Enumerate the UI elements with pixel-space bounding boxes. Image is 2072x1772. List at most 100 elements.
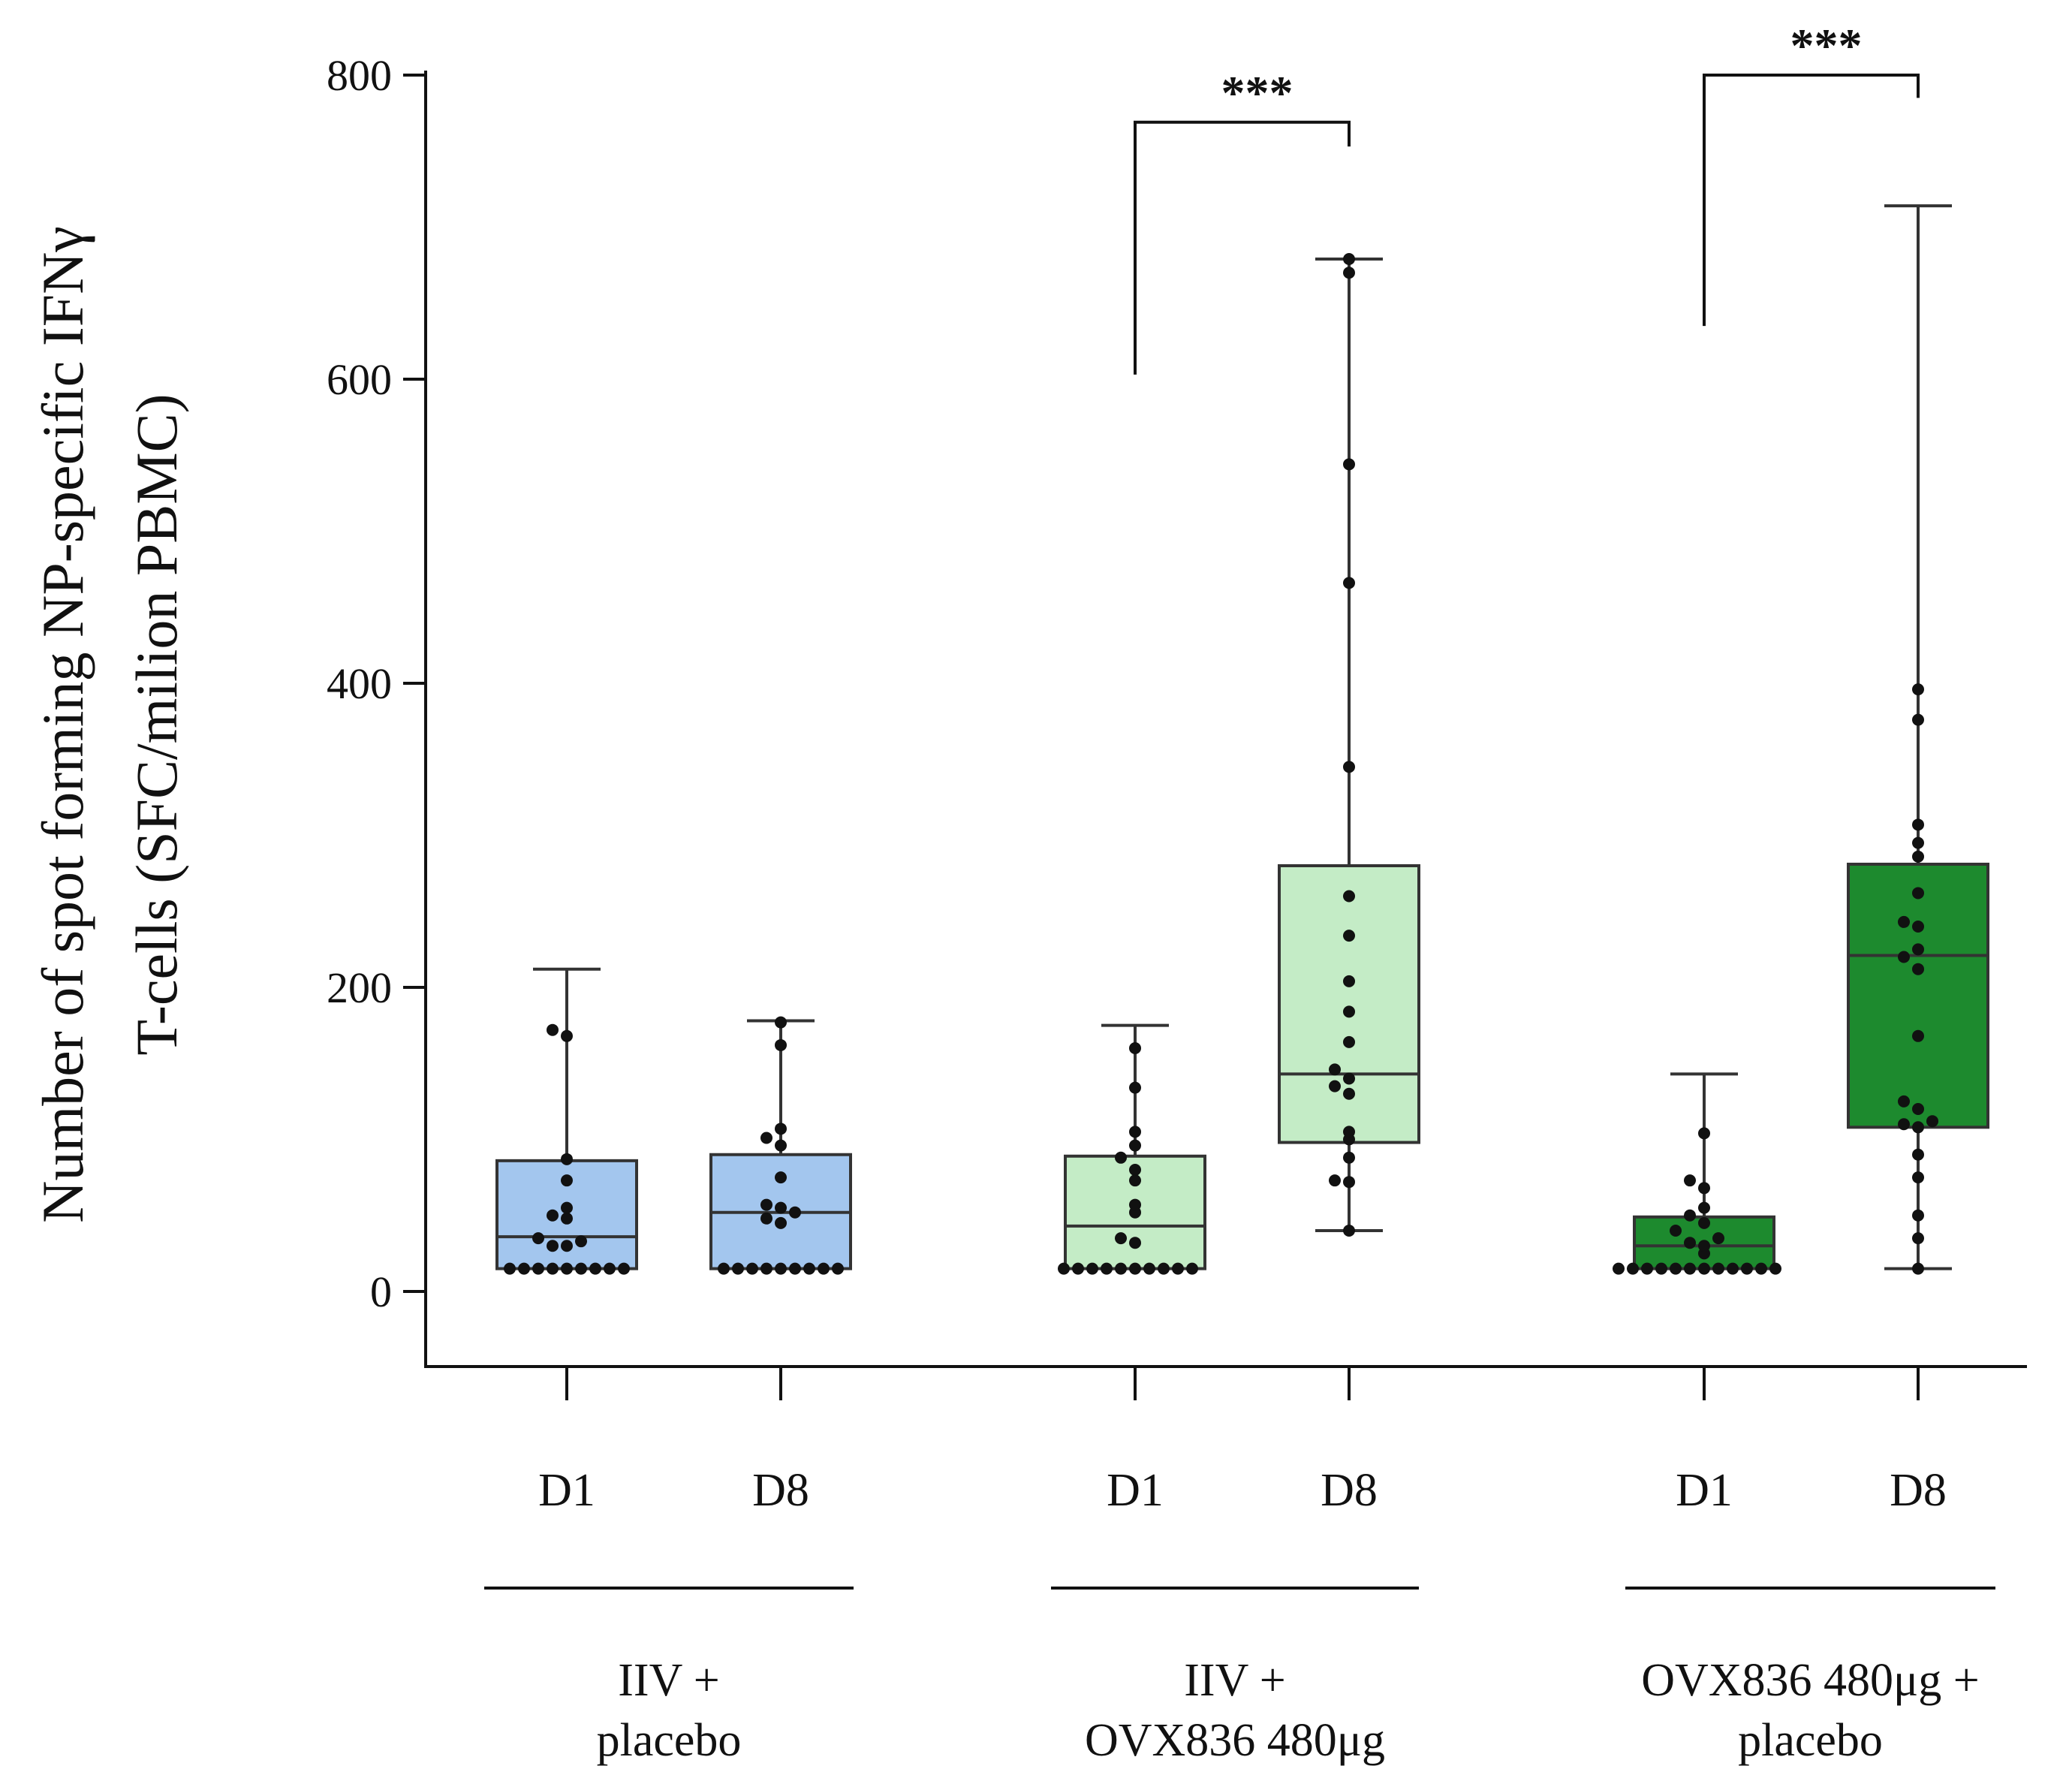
data-point	[818, 1262, 830, 1275]
data-point	[1329, 1063, 1341, 1076]
data-point	[1086, 1262, 1098, 1275]
data-point	[1343, 890, 1355, 903]
x-category-label: D8	[1890, 1465, 1947, 1516]
data-point	[1641, 1262, 1653, 1275]
data-point	[832, 1262, 844, 1275]
data-point	[1343, 930, 1355, 942]
data-point	[1912, 943, 1924, 956]
data-point	[1129, 1126, 1141, 1138]
x-category-label: D8	[1321, 1465, 1378, 1516]
x-category-label: D1	[1107, 1465, 1164, 1516]
y-tick-label: 0	[370, 1267, 392, 1316]
data-point	[1912, 963, 1924, 975]
data-point	[1912, 1103, 1924, 1115]
data-point	[1129, 1174, 1141, 1187]
data-point	[1655, 1262, 1667, 1275]
data-point	[532, 1232, 544, 1245]
data-point	[518, 1262, 530, 1275]
data-point	[1186, 1262, 1198, 1275]
data-point	[1115, 1262, 1127, 1275]
data-point	[718, 1262, 730, 1275]
data-point	[1898, 915, 1910, 928]
data-point	[775, 1171, 787, 1184]
data-point	[1684, 1262, 1696, 1275]
significance-stars: ***	[1790, 19, 1863, 72]
data-point	[1343, 1035, 1355, 1048]
x-category-label: D1	[538, 1465, 595, 1516]
y-tick-label: 800	[327, 51, 392, 100]
data-point	[1912, 1209, 1924, 1222]
y-tick-label: 600	[327, 355, 392, 404]
data-point	[561, 1240, 573, 1252]
data-point	[1613, 1262, 1625, 1275]
group-label-line2: OVX836 480μg	[1085, 1715, 1385, 1766]
data-point	[1343, 458, 1355, 471]
significance-marks: *** ***	[1134, 19, 1920, 375]
data-point	[732, 1262, 744, 1275]
data-point	[561, 1262, 573, 1275]
data-point	[1172, 1262, 1184, 1275]
data-point	[1129, 1081, 1141, 1094]
data-point	[1698, 1216, 1710, 1229]
data-point	[1684, 1174, 1696, 1187]
data-point	[1627, 1262, 1639, 1275]
y-axis-title-line1: Number of spot forming NP-specific IFNγ	[30, 226, 95, 1223]
data-point	[775, 1123, 787, 1135]
data-point	[775, 1016, 787, 1029]
data-point	[760, 1212, 772, 1225]
data-point	[1129, 1237, 1141, 1249]
data-point	[1769, 1262, 1781, 1275]
data-point	[1115, 1151, 1127, 1164]
y-axis-title-line2: T-cells (SFC/milion PBMC)	[124, 393, 189, 1055]
data-point	[1670, 1262, 1682, 1275]
group-label-line1: OVX836 480μg +	[1641, 1655, 1980, 1706]
significance-bracket	[1703, 74, 1920, 327]
data-point	[803, 1262, 815, 1275]
x-axis-labels: D1 D8 IIV + placebo D1 D8 IIV + OVX836 480μg D1 D…	[484, 1367, 1995, 1766]
data-point	[532, 1262, 544, 1275]
data-point	[1912, 818, 1924, 831]
data-point	[1912, 1121, 1924, 1134]
data-point	[1698, 1262, 1710, 1275]
data-point	[1343, 1072, 1355, 1085]
data-point	[775, 1139, 787, 1152]
data-point	[561, 1212, 573, 1225]
data-point	[775, 1262, 787, 1275]
x-category-label: D8	[752, 1465, 809, 1516]
data-point	[1129, 1198, 1141, 1211]
data-point	[547, 1262, 559, 1275]
data-point	[1329, 1080, 1341, 1092]
group-label-line1: IIV +	[1184, 1655, 1285, 1706]
data-point	[1343, 1126, 1355, 1138]
data-point	[1912, 1262, 1924, 1275]
box-group3-d8	[1847, 862, 1989, 1129]
data-point	[1343, 577, 1355, 589]
data-point	[561, 1029, 573, 1042]
data-point	[1058, 1262, 1070, 1275]
data-point	[760, 1132, 772, 1144]
group-label-line2: placebo	[1738, 1715, 1883, 1766]
axes	[424, 71, 2027, 1368]
data-point	[1912, 921, 1924, 933]
data-point	[1684, 1209, 1696, 1222]
data-point	[1698, 1201, 1710, 1214]
data-point	[1912, 1171, 1924, 1184]
data-point	[1343, 1225, 1355, 1237]
data-point	[561, 1201, 573, 1214]
data-point	[547, 1023, 559, 1036]
data-point	[575, 1235, 587, 1248]
data-point	[1329, 1174, 1341, 1187]
data-point	[760, 1198, 772, 1211]
box-group2-d8	[1278, 864, 1420, 1144]
data-point	[775, 1038, 787, 1051]
data-point	[775, 1216, 787, 1229]
data-point	[775, 1201, 787, 1214]
data-point	[575, 1262, 587, 1275]
data-point	[1143, 1262, 1155, 1275]
data-point	[789, 1262, 801, 1275]
data-point	[1072, 1262, 1084, 1275]
y-axis-title: Number of spot forming NP-specific IFNγ …	[30, 226, 189, 1223]
data-point	[1158, 1262, 1170, 1275]
data-point	[1101, 1262, 1113, 1275]
data-point	[1129, 1164, 1141, 1176]
